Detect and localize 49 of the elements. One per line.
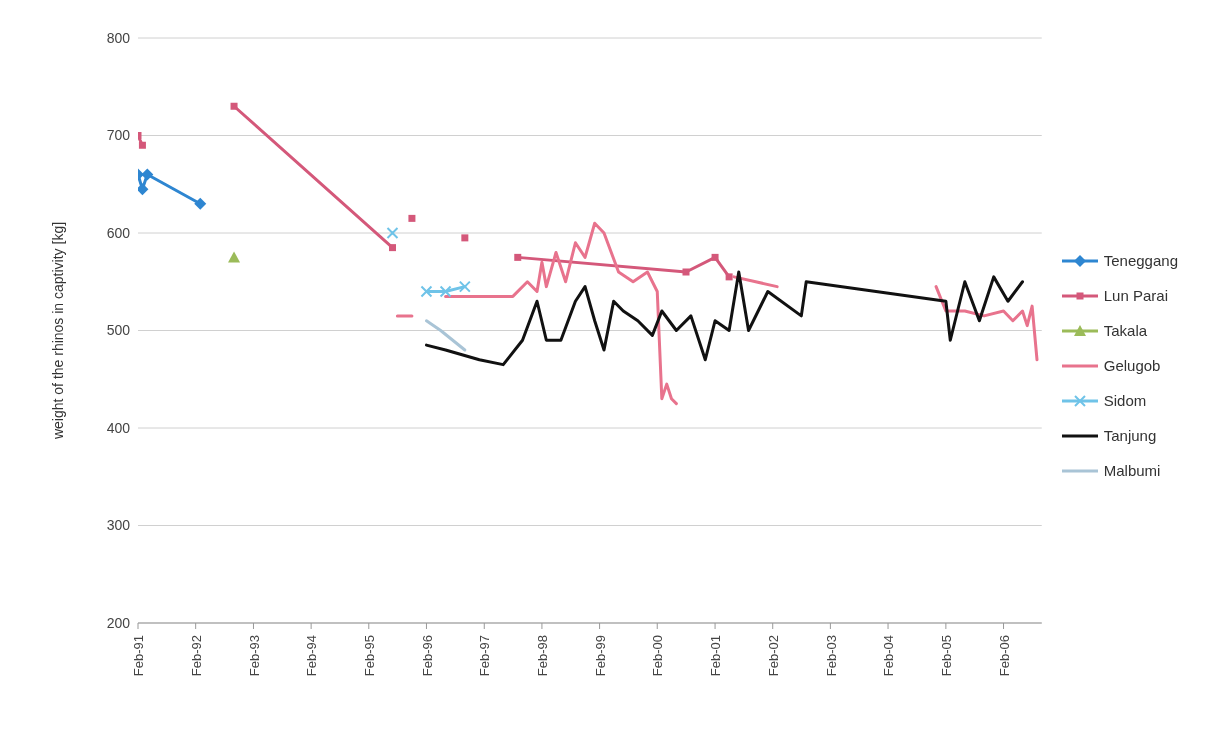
point (230, 102, 238, 110)
point (194, 197, 207, 210)
point (461, 234, 469, 242)
y-tick-label: 200 (106, 614, 131, 631)
legend-label: Teneggang (1103, 252, 1178, 269)
x-tick-label: Feb-03 (823, 635, 839, 677)
x-tick-label: Feb-92 (188, 635, 204, 677)
point (228, 251, 241, 263)
x-tick-label: Feb-95 (362, 635, 378, 677)
point (388, 244, 396, 252)
legend-label: Tanjung (1103, 427, 1157, 444)
point (138, 183, 149, 196)
x-tick-label: Feb-94 (304, 635, 320, 677)
y-tick-label: 500 (106, 322, 131, 339)
legend-label: Takala (1103, 322, 1148, 339)
point (725, 273, 733, 281)
x-tick-label: Feb-01 (708, 635, 724, 677)
x-tick-label: Feb-91 (131, 635, 147, 677)
point (439, 285, 452, 298)
y-tick-label: 800 (106, 29, 131, 46)
point (141, 168, 154, 181)
x-tick-label: Feb-06 (996, 635, 1012, 677)
legend-label: Lun Parai (1103, 287, 1168, 304)
y-tick-label: 300 (106, 517, 131, 534)
point (386, 227, 399, 239)
y-tick-label: 700 (106, 127, 131, 144)
x-tick-label: Feb-97 (477, 635, 493, 677)
point (138, 141, 146, 149)
point (408, 214, 416, 222)
point (682, 268, 690, 276)
point (514, 253, 522, 261)
point (711, 253, 719, 261)
x-tick-label: Feb-98 (535, 635, 551, 677)
x-tick-label: Feb-99 (592, 635, 608, 677)
x-tick-label: Feb-00 (650, 635, 666, 677)
legend-label: Gelugob (1103, 357, 1161, 374)
x-tick-label: Feb-04 (881, 635, 897, 677)
point (458, 280, 471, 293)
point (420, 285, 433, 298)
legend-label: Sidom (1103, 392, 1147, 409)
legend-label: Malbumi (1103, 462, 1161, 479)
x-tick-label: Feb-96 (419, 635, 435, 677)
y-axis-title: weight of the rhinos in captivity [kg] (49, 221, 66, 441)
line-series (424, 270, 1024, 367)
x-tick-label: Feb-02 (765, 635, 781, 677)
y-tick-label: 400 (106, 419, 131, 436)
x-tick-label: Feb-05 (939, 635, 955, 677)
y-tick-label: 600 (106, 224, 131, 241)
x-tick-label: Feb-93 (246, 635, 262, 677)
